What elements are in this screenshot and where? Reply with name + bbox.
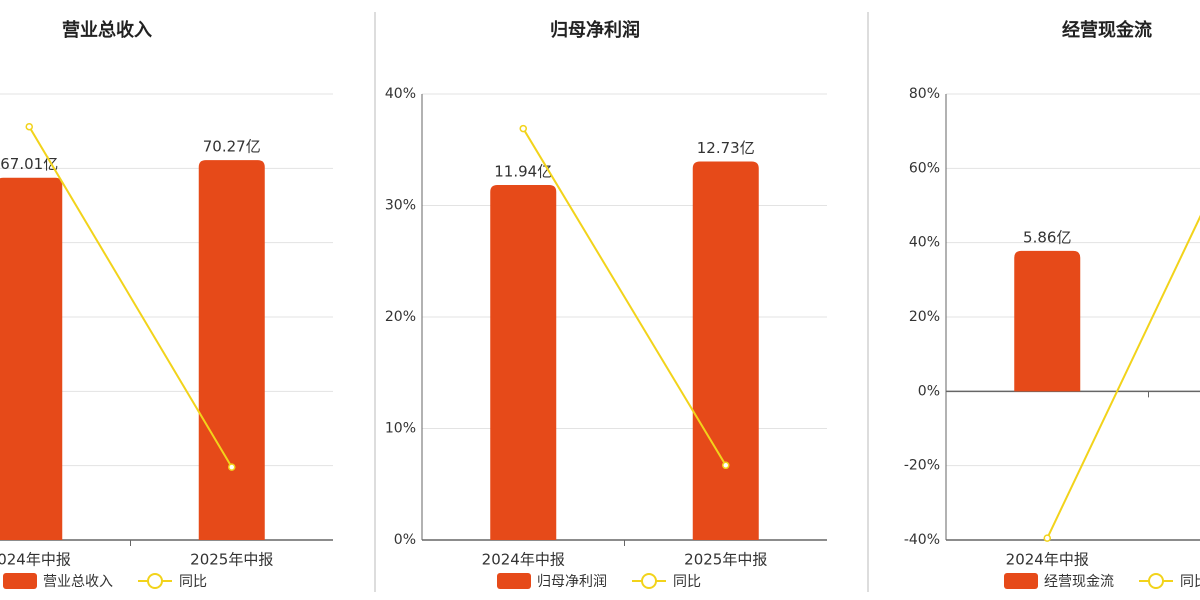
legend-swatch [3, 573, 37, 589]
legend-label: 归母净利润 [537, 573, 607, 590]
y-tick-label: 20% [385, 309, 416, 325]
legend-label: 同比 [673, 574, 701, 590]
legend-marker [1148, 573, 1164, 589]
y-tick-label: 20% [909, 309, 940, 325]
y-tick-label: 60% [909, 160, 940, 176]
y-tick-label: 10% [385, 421, 416, 437]
x-tick-label: 2024年中报 [1006, 551, 1089, 569]
line [1046, 214, 1200, 539]
legend-label: 同比 [1180, 574, 1200, 590]
line-point [1043, 534, 1051, 542]
bar [490, 184, 557, 540]
value-label: 5.86亿 [1023, 228, 1071, 246]
legend-swatch [497, 573, 531, 589]
line-point [519, 124, 527, 133]
legend-label: 营业总收入 [43, 574, 113, 590]
x-tick-label: 2024年中报 [482, 551, 565, 569]
legend-label: 同比 [179, 574, 207, 590]
value-label: 67.01亿 [0, 155, 58, 173]
chart-title: 归母净利润 [550, 19, 640, 41]
legend-marker [641, 573, 657, 589]
y-tick-label: 80% [909, 86, 940, 102]
value-label: 11.94亿 [494, 162, 552, 180]
line-point [25, 122, 33, 131]
value-label: 12.73亿 [697, 139, 755, 157]
y-tick-label: 40% [385, 86, 416, 102]
bar [198, 160, 265, 540]
chart-title: 营业总收入 [62, 19, 152, 41]
y-tick-label: -40% [904, 532, 940, 548]
bar [1014, 250, 1081, 392]
line-point [722, 461, 730, 470]
y-tick-label: 0% [394, 532, 416, 548]
bar [0, 177, 63, 540]
legend-marker [147, 573, 163, 589]
legend-swatch [1004, 573, 1038, 589]
y-tick-label: 0% [918, 383, 940, 399]
line [28, 126, 233, 468]
y-tick-label: 40% [909, 235, 940, 251]
chart-title: 经营现金流 [1062, 19, 1152, 41]
x-tick-label: 2025年中报 [684, 551, 767, 569]
x-tick-label: 2024年中报 [0, 551, 71, 569]
bar [692, 161, 759, 540]
x-tick-label: 2025年中报 [190, 551, 273, 569]
line-point [228, 463, 236, 471]
value-label: 70.27亿 [203, 138, 261, 156]
legend-label: 经营现金流 [1044, 574, 1114, 590]
line [522, 128, 727, 466]
y-tick-label: -20% [904, 458, 940, 474]
y-tick-label: 30% [385, 198, 416, 214]
